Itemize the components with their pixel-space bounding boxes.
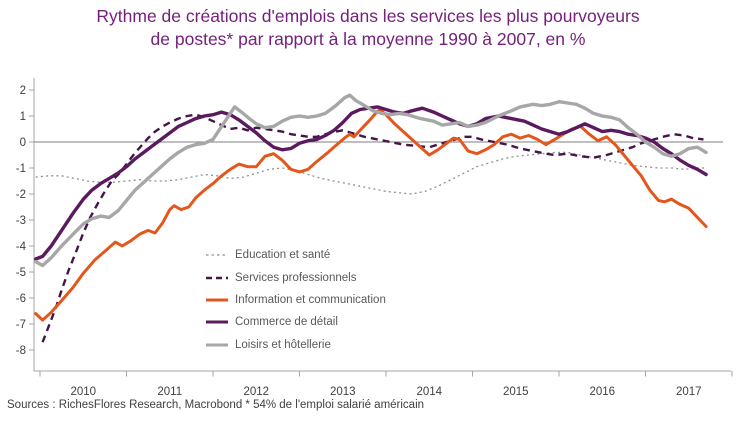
y-tick-label: 2	[20, 85, 26, 97]
legend-item-education-et-sante: Education et santé	[206, 244, 386, 266]
y-tick-label: -6	[16, 293, 26, 305]
y-tick-label: -5	[16, 267, 26, 279]
x-tick-label: 2014	[416, 386, 442, 398]
y-tick-label: -7	[16, 319, 26, 331]
legend-label: Information et communication	[235, 293, 386, 306]
legend-swatch-line	[206, 254, 228, 256]
y-tick-label: 0	[20, 137, 26, 149]
legend-item-services-professionnels: Services professionnels	[206, 266, 386, 288]
series-line-information-et-communication	[34, 108, 708, 322]
legend-item-information-et-communication: Information et communication	[206, 289, 386, 311]
legend-label: Loisirs et hôtellerie	[235, 338, 331, 351]
y-tick-label: -4	[16, 241, 27, 253]
x-tick-label: 2017	[676, 386, 702, 398]
legend-label: Services professionnels	[235, 271, 357, 284]
x-tick-label: 2015	[503, 386, 529, 398]
legend-item-loisirs-et-hotellerie: Loisirs et hôtellerie	[206, 334, 386, 356]
source-note: Sources : RichesFlores Research, Macrobo…	[7, 399, 425, 411]
legend-label: Education et santé	[235, 249, 331, 262]
x-tick-label: 2013	[330, 386, 356, 398]
legend-swatch-line	[206, 320, 228, 324]
chart-title: Rythme de créations d'emplois dans les s…	[0, 5, 736, 51]
series-line-loisirs-et-hotellerie	[34, 93, 708, 268]
legend: Education et santé Services professionnel…	[206, 244, 386, 356]
chart-title-line1: Rythme de créations d'emplois dans les s…	[96, 6, 640, 26]
legend-item-commerce-de-detail: Commerce de détail	[206, 311, 386, 333]
chart-title-line2: de postes* par rapport à la moyenne 1990…	[150, 29, 586, 49]
legend-swatch-line	[206, 298, 228, 302]
y-tick-label: 1	[20, 111, 26, 123]
y-tick-label: -2	[16, 189, 26, 201]
x-tick-label: 2010	[70, 386, 96, 398]
series-line-commerce-de-detail	[34, 105, 708, 261]
y-tick-label: -1	[16, 163, 26, 175]
legend-swatch-line	[206, 276, 228, 279]
y-tick-label: -8	[16, 345, 26, 357]
x-tick-label: 2011	[157, 386, 182, 398]
legend-swatch-line	[206, 343, 228, 347]
x-tick-label: 2012	[243, 386, 269, 398]
legend-label: Commerce de détail	[235, 316, 338, 329]
y-tick-label: -3	[16, 215, 26, 227]
x-tick-label: 2016	[589, 386, 615, 398]
